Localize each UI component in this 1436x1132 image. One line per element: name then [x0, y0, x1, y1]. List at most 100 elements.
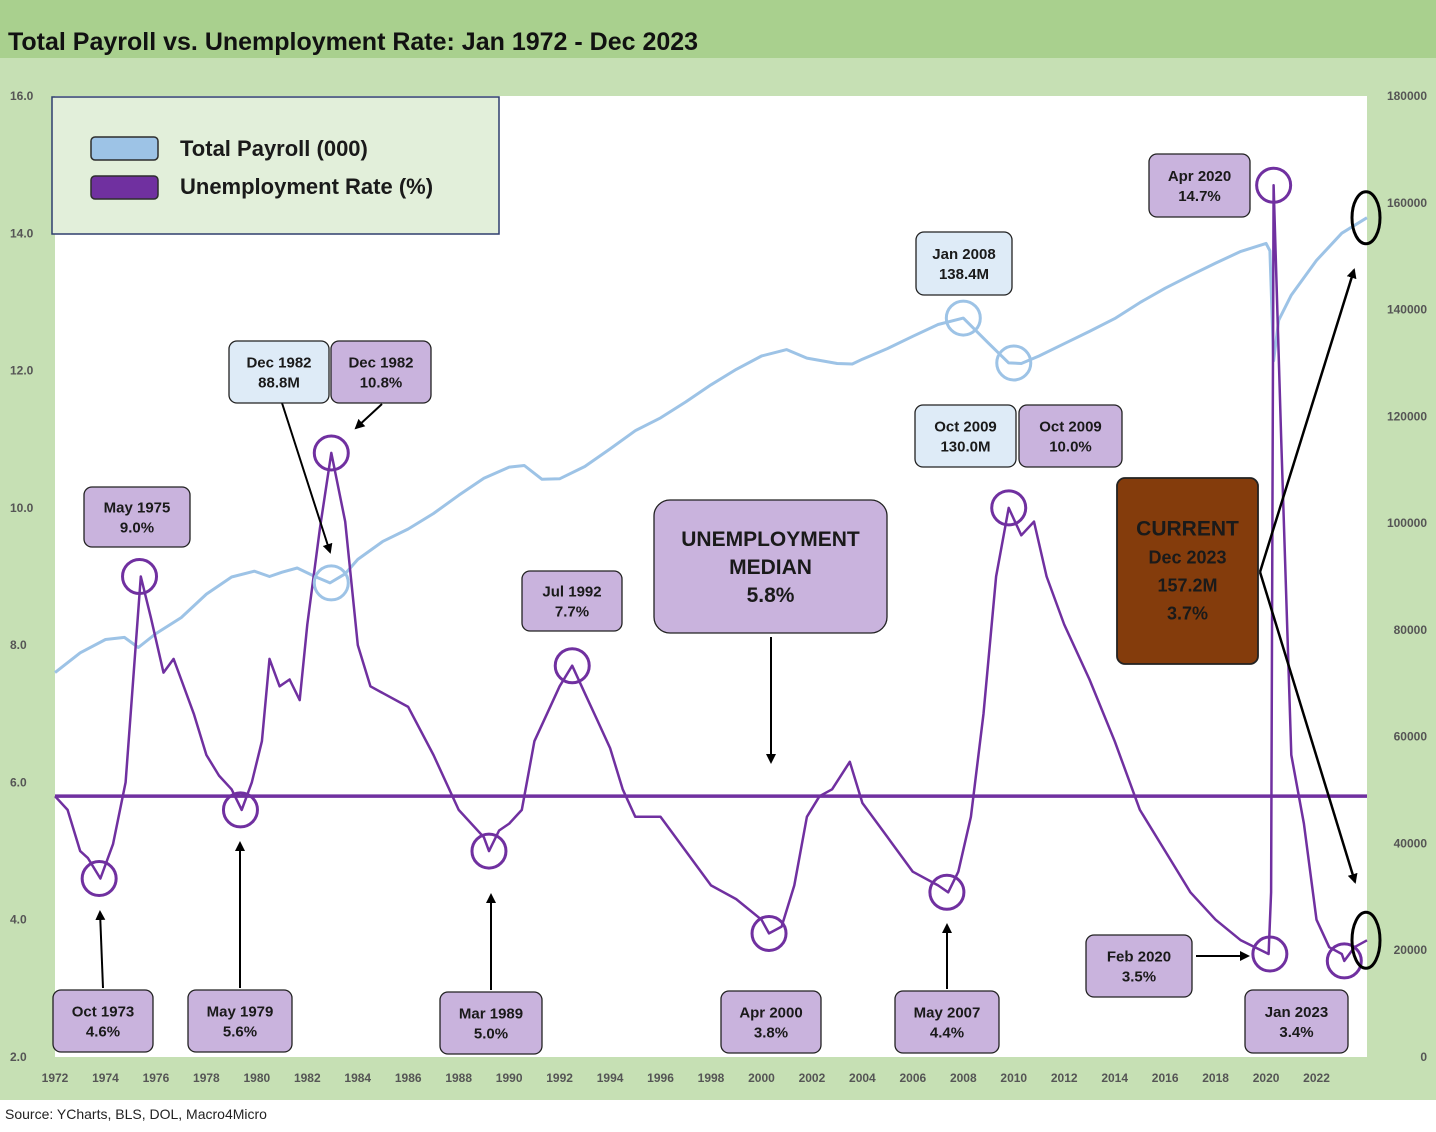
current-payroll-oval [1350, 190, 1382, 246]
series-lines [54, 183, 1368, 963]
legend-swatch-payroll [90, 136, 159, 161]
marker-circle-oct1973 [80, 860, 118, 898]
x-tick-label: 2012 [1051, 1071, 1078, 1085]
annotation-text-feb2020: 3.5% [1122, 968, 1156, 985]
annotation-text-median: 5.8% [747, 584, 795, 607]
annotation-text-current: CURRENT [1136, 517, 1239, 540]
marker-circle-apr2000 [750, 914, 788, 952]
x-tick-label: 1988 [445, 1071, 472, 1085]
x-tick-label: 2014 [1101, 1071, 1128, 1085]
arrow-oct1973 [95, 910, 106, 989]
x-tick-label: 2004 [849, 1071, 876, 1085]
x-tick-label: 1996 [647, 1071, 674, 1085]
annotation-box-jul1992 [521, 570, 623, 632]
marker-circle-may1979 [221, 791, 259, 829]
unemployment-line [54, 183, 1368, 963]
annotation-text-oct1973: 4.6% [86, 1023, 120, 1040]
x-tick-label: 1994 [597, 1071, 624, 1085]
marker-circle-may2007 [928, 873, 966, 911]
annotation-text-may2007: May 2007 [914, 1004, 981, 1021]
x-tick-label: 2008 [950, 1071, 977, 1085]
annotation-text-oct2009p: 130.0M [940, 438, 990, 455]
annotation-text-feb2020: Feb 2020 [1107, 948, 1171, 965]
annotation-text-oct2009u: 10.0% [1049, 438, 1092, 455]
y-left-tick-label: 12.0 [10, 364, 34, 378]
y-right-tick-label: 140000 [1387, 303, 1427, 317]
marker-circle-mar1989 [470, 832, 508, 870]
annotation-text-apr2020: Apr 2020 [1168, 168, 1231, 185]
marker-circle-may1975 [121, 558, 159, 595]
annotation-text-median: UNEMPLOYMENT [681, 528, 860, 551]
x-tick-label: 1984 [344, 1071, 371, 1085]
marker-circle-jan2023 [1325, 942, 1363, 980]
annotation-text-oct2009p: Oct 2009 [934, 418, 997, 435]
x-tick-label: 2000 [748, 1071, 775, 1085]
annotation-box-feb2020 [1085, 934, 1193, 998]
x-tick-label: 2020 [1253, 1071, 1280, 1085]
annotation-text-dec1982p: Dec 1982 [246, 354, 311, 371]
annotation-text-may2007: 4.4% [930, 1024, 964, 1041]
annotation-text-jul1992: 7.7% [555, 603, 589, 620]
x-tick-label: 2010 [1000, 1071, 1027, 1085]
marker-circle-jan2008 [944, 299, 982, 337]
y-left-tick-label: 8.0 [10, 638, 27, 652]
x-tick-label: 2022 [1303, 1071, 1330, 1085]
annotation-text-apr2020: 14.7% [1178, 188, 1221, 205]
annotation-text-mar1989: Mar 1989 [459, 1005, 523, 1022]
y-left-tick-label: 2.0 [10, 1050, 27, 1064]
x-tick-label: 1974 [92, 1071, 119, 1085]
annotation-text-dec1982u: 10.8% [360, 374, 403, 391]
legend-box [51, 96, 500, 235]
annotation-text-median: MEDIAN [729, 556, 812, 579]
marker-circle-oct2009p [995, 344, 1033, 382]
marker-circle-dec1982p [312, 564, 350, 602]
annotation-markers [80, 166, 1382, 990]
legend: Total Payroll (000) Unemployment Rate (%… [51, 96, 500, 235]
source-note: Source: YCharts, BLS, DOL, Macro4Micro [5, 1106, 267, 1122]
annotation-text-dec1982p: 88.8M [258, 374, 300, 391]
annotation-text-oct2009u: Oct 2009 [1039, 418, 1102, 435]
annotation-box-dec1982p [228, 340, 330, 404]
annotation-text-current: 157.2M [1157, 575, 1217, 595]
annotation-text-jan2023: Jan 2023 [1265, 1004, 1328, 1021]
x-tick-label: 2016 [1152, 1071, 1179, 1085]
annotation-text-dec1982u: Dec 1982 [348, 354, 413, 371]
annotation-text-may1975: 9.0% [120, 519, 154, 536]
x-tick-label: 1998 [698, 1071, 725, 1085]
annotation-box-may1975 [83, 486, 191, 548]
annotation-text-apr2000: 3.8% [754, 1024, 788, 1041]
annotation-text-jan2008: Jan 2008 [932, 246, 995, 263]
y-right-tick-label: 120000 [1387, 409, 1427, 423]
x-tick-label: 1982 [294, 1071, 321, 1085]
y-right-tick-label: 0 [1420, 1050, 1427, 1064]
y-left-tick-label: 14.0 [10, 226, 34, 240]
y-right-tick-label: 40000 [1394, 836, 1428, 850]
annotation-text-mar1989: 5.0% [474, 1025, 508, 1042]
x-tick-label: 1976 [143, 1071, 170, 1085]
y-left-tick-label: 6.0 [10, 775, 27, 789]
x-tick-label: 2006 [899, 1071, 926, 1085]
annotation-text-may1975: May 1975 [104, 499, 171, 516]
annotation-text-current: 3.7% [1167, 603, 1208, 623]
annotation-text-jan2008: 138.4M [939, 266, 989, 283]
y-right-tick-label: 60000 [1394, 730, 1428, 744]
annotation-box-oct2009u [1018, 404, 1123, 468]
y-left-tick-label: 4.0 [10, 913, 27, 927]
annotation-box-may2007 [894, 990, 1000, 1054]
annotation-box-jan2023 [1244, 989, 1349, 1054]
x-tick-label: 2018 [1202, 1071, 1229, 1085]
arrow-dec1982p [281, 402, 333, 554]
annotation-text-current: Dec 2023 [1148, 547, 1226, 567]
marker-circle-dec1982u [312, 434, 350, 472]
marker-circle-feb2020 [1251, 935, 1289, 973]
legend-swatch-unemployment [90, 175, 159, 200]
annotation-box-mar1989 [439, 991, 543, 1055]
legend-label-payroll: Total Payroll (000) [180, 136, 368, 161]
current-unemployment-oval [1350, 910, 1382, 970]
annotation-box-oct1973 [52, 989, 154, 1053]
x-tick-label: 1978 [193, 1071, 220, 1085]
legend-label-unemployment: Unemployment Rate (%) [180, 174, 433, 199]
y-right-tick-label: 100000 [1387, 516, 1427, 530]
x-tick-label: 1972 [42, 1071, 69, 1085]
